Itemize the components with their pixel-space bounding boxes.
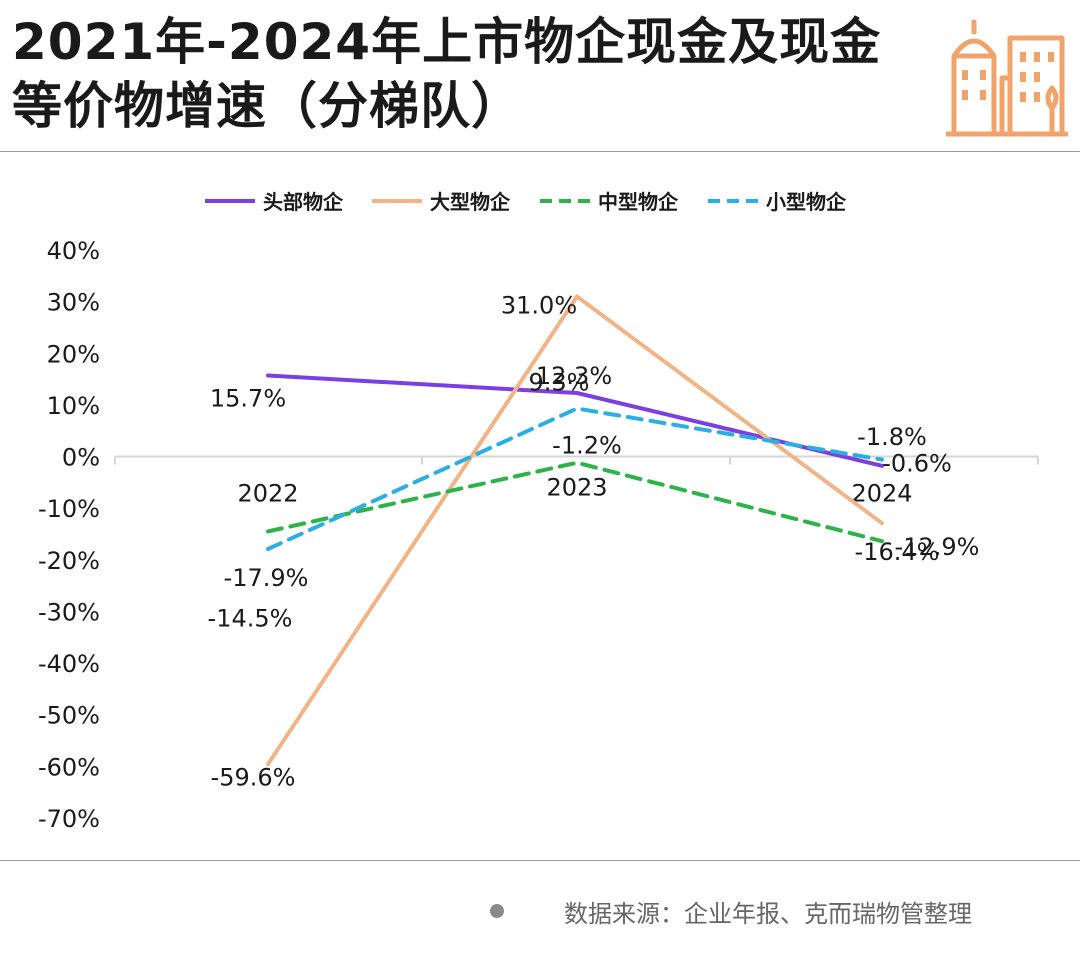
data-labels: 15.7% 12.3% -1.8% -59.6% 31.0% -12.9% -14.5% -1… (208, 291, 980, 791)
data-label: 31.0% (501, 291, 577, 319)
series-line (266, 460, 884, 544)
data-label: -1.2% (552, 432, 622, 460)
data-label: -17.9% (224, 564, 309, 592)
bullet-dot-icon (490, 904, 504, 918)
legend-label: 小型物企 (766, 190, 847, 214)
y-tick-label: 20% (47, 340, 100, 368)
series-line (266, 373, 884, 468)
x-tick-label: 2022 (237, 480, 298, 508)
series-line (266, 294, 884, 767)
y-tick-label: 30% (47, 289, 100, 317)
legend-label: 中型物企 (598, 190, 679, 214)
y-tick-label: -40% (38, 650, 100, 678)
building-logo-icon (946, 20, 1068, 137)
data-label: 12.3% (536, 362, 612, 390)
data-label: -16.4% (855, 538, 940, 566)
data-label: -12.9% (895, 533, 980, 561)
legend-item: 中型物企 (540, 190, 679, 214)
data-label: 9.3% (529, 369, 590, 397)
source-text: 数据来源：企业年报、克而瑞物管整理 (564, 899, 972, 928)
y-tick-label: -30% (38, 598, 100, 626)
data-label: -59.6% (211, 763, 296, 791)
x-axis: 2022 2023 2024 (114, 455, 1039, 508)
data-label: 15.7% (210, 384, 286, 412)
y-tick-label: -50% (38, 702, 100, 730)
legend-label: 头部物企 (263, 190, 344, 214)
y-tick-label: -20% (38, 547, 100, 575)
chart-title: 2021年-2024年上市物企现金及现金等价物增速（分梯队） (12, 13, 882, 135)
series-line (266, 406, 884, 551)
y-tick-label: -60% (38, 753, 100, 781)
footer-divider (0, 860, 1080, 861)
series-lines (266, 294, 884, 767)
legend: 头部物企 大型物企 中型物企 小型物企 (205, 190, 847, 214)
legend-item: 头部物企 (205, 190, 344, 214)
y-tick-label: 0% (62, 444, 100, 472)
header-divider (0, 151, 1080, 152)
legend-item: 小型物企 (708, 190, 847, 214)
data-label: -1.8% (857, 423, 927, 451)
source-note: 数据来源：企业年报、克而瑞物管整理 (490, 893, 972, 929)
y-tick-label: 10% (47, 392, 100, 420)
legend-item: 大型物企 (372, 190, 511, 214)
x-tick-label: 2023 (546, 474, 607, 502)
legend-label: 大型物企 (430, 190, 511, 214)
y-tick-label: -70% (38, 805, 100, 833)
y-axis: 40% 30% 20% 10% 0% -10% -20% -30% -40% -50% -60% -7… (38, 237, 100, 833)
data-label: -0.6% (882, 450, 952, 478)
x-tick-label: 2024 (851, 480, 912, 508)
y-tick-label: -10% (38, 495, 100, 523)
data-label: -14.5% (208, 604, 293, 632)
line-chart: 头部物企 大型物企 中型物企 小型物企 40% 30% 20% 10% 0% -10% -20% -… (38, 190, 1039, 833)
y-tick-label: 40% (47, 237, 100, 265)
